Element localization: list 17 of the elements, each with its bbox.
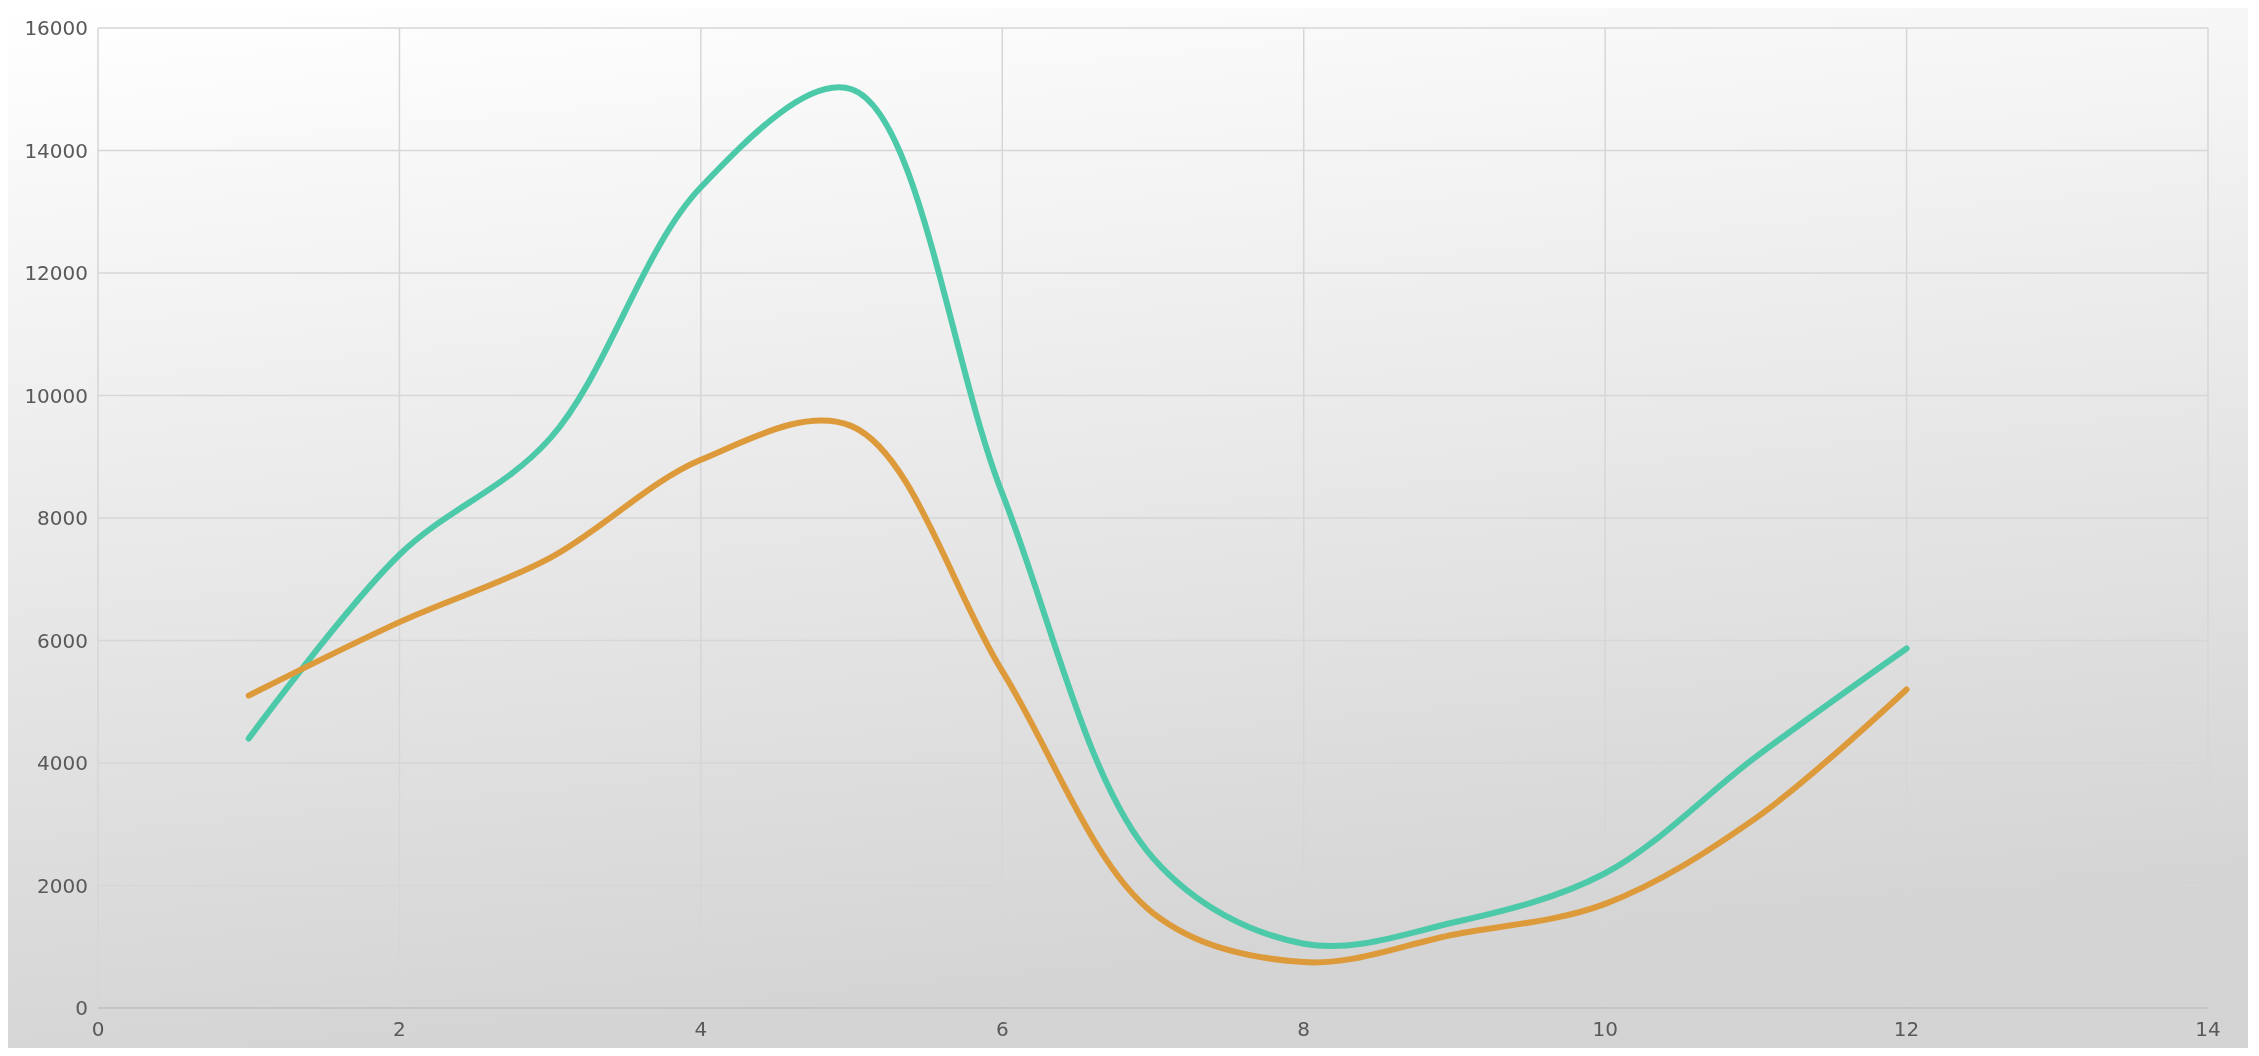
y-tick-label: 8000 (37, 506, 88, 530)
y-tick-label: 14000 (24, 138, 88, 163)
y-tick-label: 2000 (37, 873, 88, 898)
x-tick-label: 14 (2195, 1017, 2221, 1041)
x-tick-label: 12 (1893, 1017, 1920, 1041)
y-tick-label: 0 (75, 996, 88, 1020)
x-tick-label: 6 (995, 1017, 1009, 1041)
x-tick-label: 8 (1297, 1017, 1311, 1041)
y-tick-label: 6000 (37, 628, 88, 653)
x-tick-label: 4 (694, 1017, 708, 1041)
y-tick-label: 12000 (24, 261, 88, 285)
y-tick-label: 16000 (24, 16, 88, 40)
y-tick-label: 4000 (37, 751, 88, 775)
x-tick-label: 10 (1592, 1017, 1618, 1041)
y-tick-label: 10000 (24, 383, 88, 408)
x-tick-label: 0 (91, 1017, 105, 1041)
x-tick-label: 2 (393, 1017, 406, 1041)
